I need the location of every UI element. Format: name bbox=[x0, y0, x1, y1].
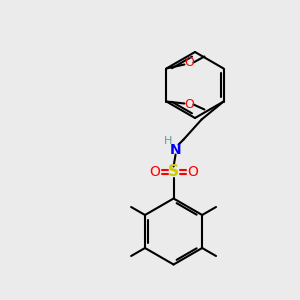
Text: O: O bbox=[184, 56, 194, 69]
Text: O: O bbox=[187, 164, 198, 178]
Text: O: O bbox=[184, 98, 194, 111]
Text: O: O bbox=[149, 164, 160, 178]
Text: S: S bbox=[168, 164, 179, 179]
Text: N: N bbox=[170, 142, 182, 157]
Text: H: H bbox=[164, 136, 172, 146]
